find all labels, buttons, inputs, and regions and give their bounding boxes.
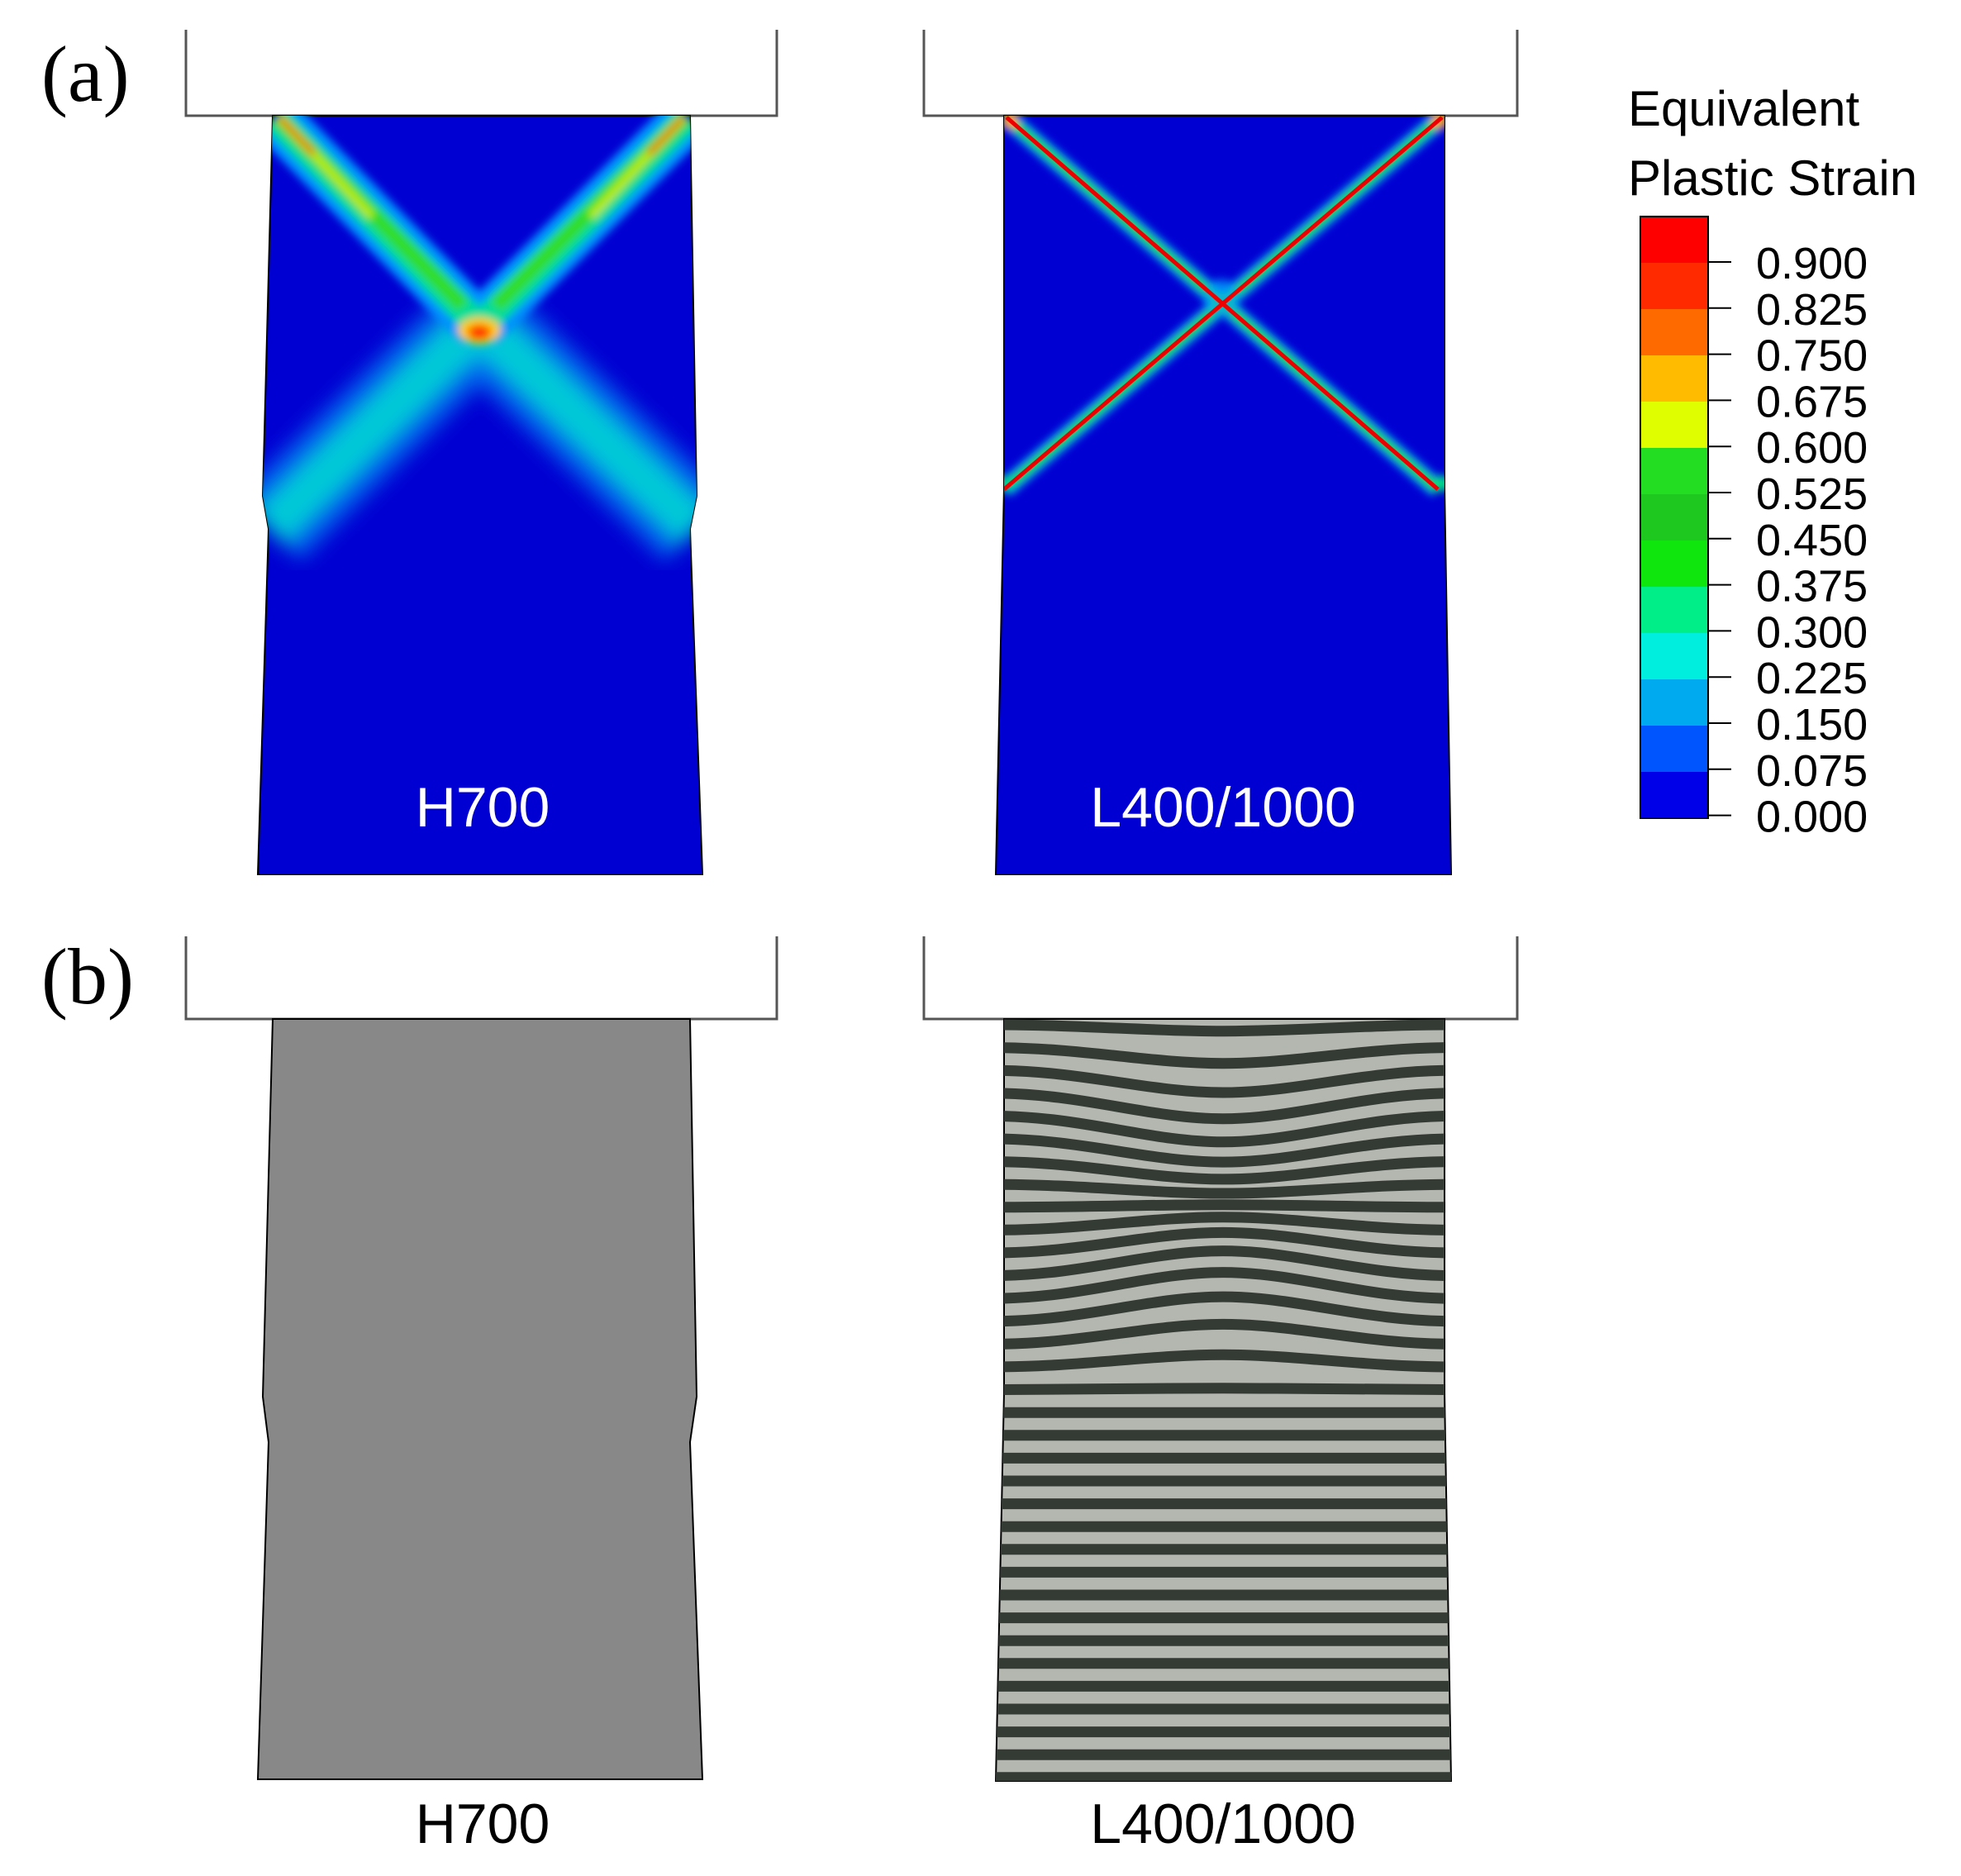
dark-layer xyxy=(996,1318,1451,1350)
dark-layer xyxy=(996,1383,1451,1396)
loading-plate-a-right xyxy=(922,30,1519,117)
legend-label: 0.000 xyxy=(1756,793,1868,842)
legend-band xyxy=(1640,355,1708,402)
dark-layer xyxy=(996,1042,1451,1069)
dark-layer xyxy=(996,1226,1451,1259)
legend-band xyxy=(1640,726,1708,773)
dark-layer xyxy=(996,1245,1451,1282)
panel-a: (a) xyxy=(41,30,1917,875)
dark-layer xyxy=(996,1156,1451,1185)
dark-layer xyxy=(996,1088,1451,1125)
legend-frame xyxy=(1640,216,1709,819)
contour-specimen-h700: H700 xyxy=(256,115,704,875)
dark-layer xyxy=(996,1267,1451,1304)
deformed-specimen-h700 xyxy=(256,1018,704,1780)
caption-b-right: L400/1000 xyxy=(1090,1793,1355,1855)
legend-band xyxy=(1640,679,1708,726)
caption-a-left: H700 xyxy=(416,776,550,839)
legend-label: 0.225 xyxy=(1756,654,1868,703)
loading-plate-b-right xyxy=(922,936,1519,1021)
panel-a-label: (a) xyxy=(41,30,130,118)
legend-label: 0.375 xyxy=(1756,562,1868,612)
caption-a-right: L400/1000 xyxy=(1090,776,1355,839)
dark-layer xyxy=(996,1064,1451,1098)
specimen-body xyxy=(994,115,1453,875)
legend-band xyxy=(1640,540,1708,588)
legend-tick-labels: 0.9000.8250.7500.6750.6000.5250.4500.375… xyxy=(1708,239,1868,842)
dark-layer xyxy=(996,1199,1451,1213)
dark-layer xyxy=(996,1291,1451,1327)
loading-plate-a-left xyxy=(184,30,778,117)
legend-band xyxy=(1640,448,1708,495)
legend-label: 0.900 xyxy=(1756,239,1868,288)
panel-b: (b) H700 L400/1000 xyxy=(41,932,1519,1855)
legend-band xyxy=(1640,494,1708,541)
legend-band xyxy=(1640,263,1708,310)
loading-plate-b-left xyxy=(184,936,778,1021)
legend-label: 0.825 xyxy=(1756,285,1868,335)
dark-layer xyxy=(996,1349,1451,1373)
dark-layer xyxy=(996,1019,1451,1037)
legend-label: 0.675 xyxy=(1756,377,1868,426)
legend-title-line1: Equivalent xyxy=(1628,81,1860,136)
legend-label: 0.300 xyxy=(1756,607,1868,657)
legend-label: 0.075 xyxy=(1756,746,1868,796)
layer-stripes xyxy=(996,1019,1451,1781)
legend-title-line2: Plastic Strain xyxy=(1628,150,1917,206)
legend-label: 0.525 xyxy=(1756,469,1868,519)
legend-label: 0.750 xyxy=(1756,331,1868,381)
strain-legend: Equivalent Plastic Strain 0.9000.8250.75… xyxy=(1628,81,1917,842)
dark-layer xyxy=(996,1178,1451,1199)
caption-b-left: H700 xyxy=(416,1793,550,1855)
legend-label: 0.450 xyxy=(1756,516,1868,565)
legend-color-bar xyxy=(1640,216,1709,819)
legend-band xyxy=(1640,217,1708,264)
legend-band xyxy=(1640,633,1708,680)
panel-b-label: (b) xyxy=(41,932,134,1021)
legend-band xyxy=(1640,309,1708,356)
dark-layer xyxy=(996,1212,1451,1236)
legend-label: 0.150 xyxy=(1756,700,1868,750)
dark-layer xyxy=(996,1133,1451,1168)
dark-layer xyxy=(996,1110,1451,1148)
legend-label: 0.600 xyxy=(1756,423,1868,473)
legend-band xyxy=(1640,587,1708,634)
legend-band xyxy=(1640,772,1708,819)
legend-band xyxy=(1640,402,1708,449)
deformed-specimen-l400-1000 xyxy=(994,1018,1453,1782)
contour-specimen-l400-1000: L400/1000 xyxy=(994,115,1453,875)
